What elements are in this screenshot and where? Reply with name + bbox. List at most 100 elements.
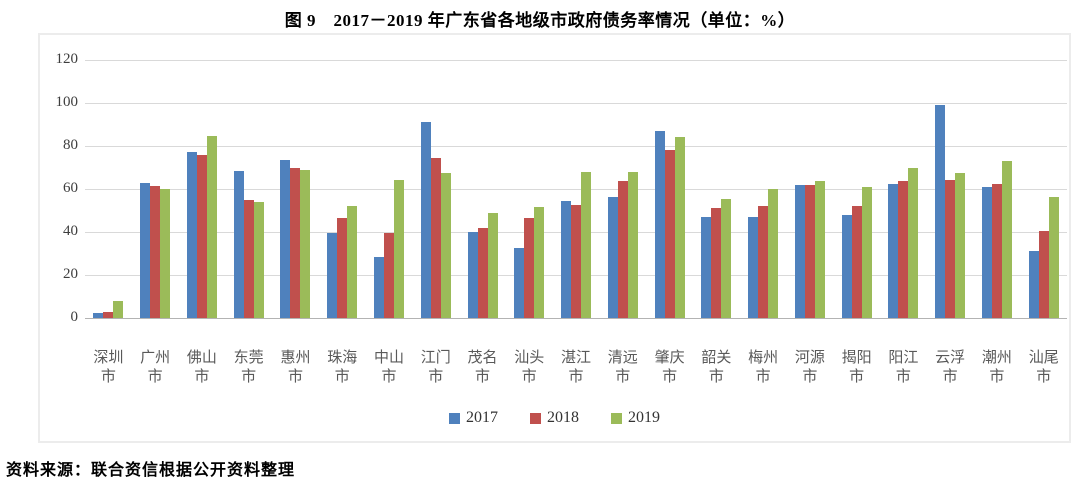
bar-2018 (290, 167, 301, 318)
bar-2018 (1038, 230, 1049, 318)
bar-2018 (524, 218, 535, 318)
bar-2017 (186, 152, 197, 318)
y-tick-label: 20 (63, 266, 78, 282)
bar-2017 (794, 184, 805, 318)
x-label: 深圳 市 (93, 350, 124, 385)
x-label: 茂名 市 (467, 350, 498, 385)
bar-2018 (991, 183, 1002, 318)
bar-2017 (841, 214, 852, 318)
bar-2017 (654, 130, 665, 318)
bar-2019 (253, 201, 264, 318)
legend-item-2017: 2017 (449, 409, 498, 427)
bar-2018 (337, 218, 348, 318)
x-label: 湛江 市 (561, 350, 592, 385)
bar-2017 (935, 105, 946, 318)
bar-2017 (467, 232, 478, 318)
bar-2019 (861, 186, 872, 318)
bar-group-茂名市 (459, 60, 506, 318)
bar-2017 (93, 313, 104, 318)
bar-2017 (420, 122, 431, 318)
bar-2018 (196, 154, 207, 318)
bar-2019 (534, 207, 545, 318)
bar-group-韶关市 (693, 60, 740, 318)
bar-2017 (280, 159, 291, 318)
x-label: 揭阳 市 (841, 350, 872, 385)
y-tick-label: 40 (63, 223, 78, 239)
bar-2019 (955, 172, 966, 318)
legend-swatch-icon (611, 412, 622, 424)
bar-group-珠海市 (319, 60, 366, 318)
bar-2019 (1001, 161, 1012, 318)
bar-2019 (721, 198, 732, 318)
chart-area: 0 20 40 60 80 100 120 深圳 市广州 市佛山 市东莞 市惠州 市珠海 市… (38, 33, 1071, 443)
legend-swatch-icon (530, 412, 541, 424)
x-label: 惠州 市 (280, 350, 311, 385)
source-note: 资料来源：联合资信根据公开资料整理 (6, 462, 296, 479)
bar-2017 (607, 196, 618, 318)
y-tick-label: 80 (63, 137, 78, 153)
bar-2019 (814, 181, 825, 318)
bar-group-汕头市 (506, 60, 553, 318)
bar-group-肇庆市 (646, 60, 693, 318)
x-label: 汕尾 市 (1028, 350, 1059, 385)
bar-group-汕尾市 (1020, 60, 1067, 318)
x-label: 中山 市 (373, 350, 404, 385)
bar-group-揭阳市 (833, 60, 880, 318)
bar-group-梅州市 (740, 60, 787, 318)
bar-group-潮州市 (974, 60, 1021, 318)
bar-2019 (440, 172, 451, 318)
x-label: 阳江 市 (888, 350, 919, 385)
legend-label: 2019 (628, 409, 660, 426)
bar-group-阳江市 (880, 60, 927, 318)
bar-group-深圳市 (85, 60, 132, 318)
gridline-80 (85, 146, 1067, 147)
x-label: 广州 市 (140, 350, 171, 385)
bar-group-东莞市 (225, 60, 272, 318)
x-label: 云浮 市 (935, 350, 966, 385)
bar-group-惠州市 (272, 60, 319, 318)
bar-2019 (393, 180, 404, 318)
bar-2019 (113, 300, 124, 318)
gridline-120 (85, 60, 1067, 61)
bar-2019 (768, 189, 779, 318)
bars-area (85, 60, 1067, 318)
x-label: 佛山 市 (186, 350, 217, 385)
bar-2017 (561, 200, 572, 318)
bar-2018 (430, 157, 441, 318)
x-label: 江门 市 (420, 350, 451, 385)
bar-group-佛山市 (179, 60, 226, 318)
legend-swatch-icon (449, 412, 460, 424)
gridline-100 (85, 103, 1067, 104)
bar-2018 (898, 181, 909, 318)
bar-2018 (758, 206, 769, 318)
x-label: 潮州 市 (981, 350, 1012, 385)
x-label: 梅州 市 (748, 350, 779, 385)
y-tick-label: 100 (55, 94, 79, 110)
bar-2018 (150, 185, 161, 318)
legend-item-2019: 2019 (611, 409, 660, 427)
bar-2017 (748, 216, 759, 318)
legend-label: 2018 (547, 409, 579, 426)
bar-2018 (711, 208, 722, 318)
bar-2018 (103, 311, 114, 318)
bar-2018 (664, 150, 675, 318)
bar-group-中山市 (366, 60, 413, 318)
bar-2019 (1048, 196, 1059, 318)
bar-2019 (347, 206, 358, 318)
y-tick-label: 60 (63, 180, 78, 196)
legend-label: 2017 (466, 409, 498, 426)
x-label: 韶关 市 (701, 350, 732, 385)
bar-2017 (888, 183, 899, 318)
bar-2017 (701, 216, 712, 318)
bar-2019 (160, 189, 171, 318)
bar-2019 (206, 136, 217, 318)
bar-2017 (233, 170, 244, 318)
bar-2019 (674, 137, 685, 318)
bar-2017 (1028, 251, 1039, 318)
bar-2017 (514, 248, 525, 318)
x-label: 珠海 市 (327, 350, 358, 385)
legend-item-2018: 2018 (530, 409, 579, 427)
bar-2018 (617, 181, 628, 318)
bar-2018 (851, 206, 862, 318)
x-label: 汕头 市 (514, 350, 545, 385)
